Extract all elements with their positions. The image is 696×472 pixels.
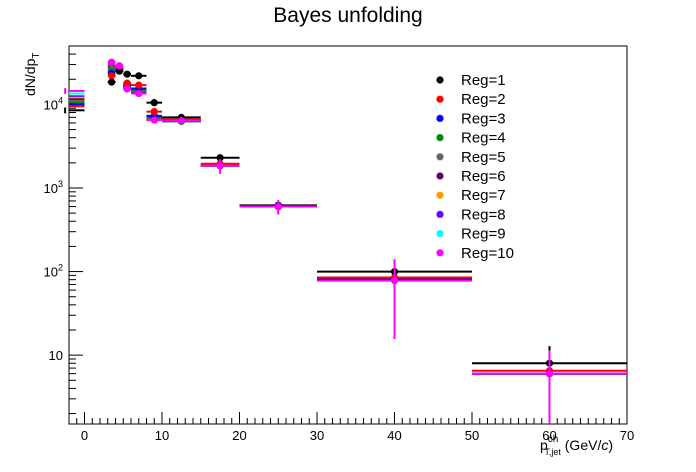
legend-label: Reg=4 <box>461 130 506 147</box>
data-point <box>123 85 131 93</box>
data-point <box>150 116 158 124</box>
legend-marker <box>436 210 444 218</box>
legend-marker <box>436 134 444 142</box>
data-point <box>135 81 143 89</box>
legend-label: Reg=8 <box>461 206 506 223</box>
legend-marker <box>436 95 444 103</box>
data-point <box>150 108 158 116</box>
y-axis-label: dN/dpT <box>22 52 42 96</box>
axis-ticks: 0 10 20 30 40 50 60 70 10 102 103 104 <box>44 45 634 443</box>
x-tick-label: 0 <box>81 428 88 443</box>
data-point <box>274 202 282 211</box>
y-tick-label: 10 <box>49 348 63 363</box>
legend-label: Reg=7 <box>461 187 506 204</box>
data-point <box>115 67 123 75</box>
series-reg-10 <box>64 58 627 424</box>
legend-marker <box>436 191 444 199</box>
y-tick-label: 104 <box>44 95 63 112</box>
data-point <box>390 276 399 285</box>
legend-marker <box>436 76 444 84</box>
legend-marker <box>436 249 444 257</box>
x-tick-label: 10 <box>155 428 169 443</box>
x-axis-label: pchT,jet (GeV/c) <box>540 434 614 457</box>
data-marks <box>64 58 627 424</box>
legend-label: Reg=5 <box>461 149 506 166</box>
x-tick-label: 60 <box>542 428 556 443</box>
x-tick-label: 20 <box>232 428 246 443</box>
legend-label: Reg=3 <box>461 110 506 127</box>
x-tick-label: 30 <box>310 428 324 443</box>
y-tick-label: 102 <box>44 263 63 280</box>
legend-marker <box>436 153 444 161</box>
data-point <box>135 89 143 98</box>
data-point <box>216 162 224 170</box>
legend-label: Reg=9 <box>461 226 506 243</box>
data-point <box>108 78 116 86</box>
legend-marker <box>436 114 444 122</box>
data-point <box>216 154 224 162</box>
data-point <box>123 79 131 87</box>
y-tick-label: 103 <box>44 179 63 196</box>
legend-label: Reg=1 <box>461 72 506 89</box>
x-tick-label: 70 <box>620 428 634 443</box>
legend-marker <box>436 230 444 238</box>
legend: Reg=1 Reg=2 Reg=3 Reg=4 Reg=5 Reg=6 Reg=7 Reg=8… <box>436 72 514 262</box>
data-point <box>108 58 116 66</box>
data-point <box>115 62 123 70</box>
chart-title: Bayes unfolding <box>273 4 423 27</box>
series-reg-2 <box>69 66 627 375</box>
x-tick-label: 40 <box>387 428 401 443</box>
legend-marker <box>436 172 444 180</box>
data-point <box>123 70 131 78</box>
data-point <box>135 72 143 80</box>
legend-label: Reg=2 <box>461 91 506 108</box>
data-point <box>177 117 185 125</box>
x-tick-label: 50 <box>465 428 479 443</box>
data-point <box>150 99 158 107</box>
legend-label: Reg=6 <box>461 168 506 185</box>
series-reg-9 <box>69 59 627 378</box>
data-point <box>108 72 116 80</box>
legend-label: Reg=10 <box>461 245 514 262</box>
data-point <box>545 370 554 378</box>
